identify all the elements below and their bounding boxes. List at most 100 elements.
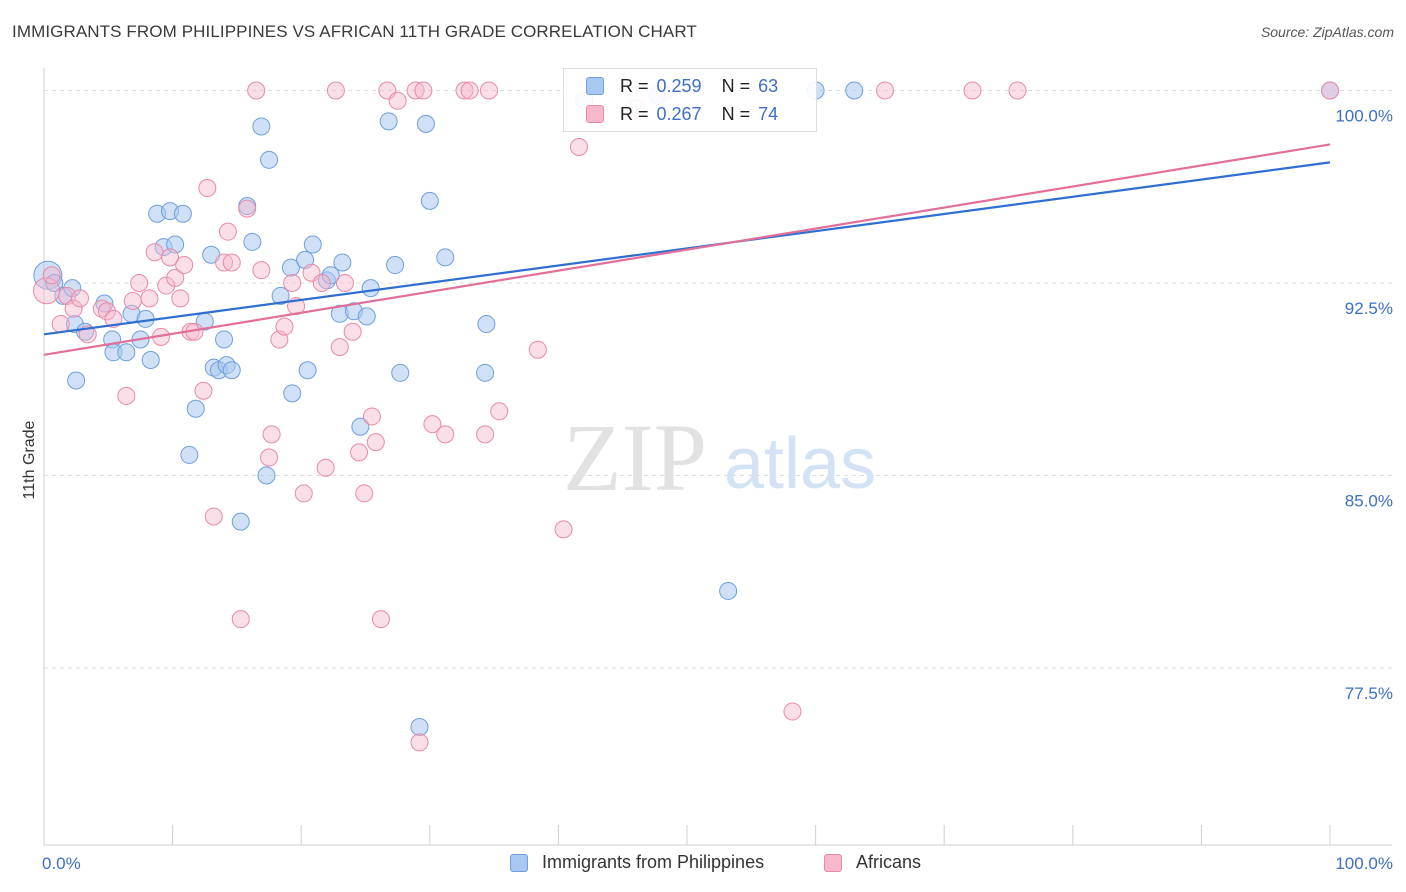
africans-point [92, 299, 111, 318]
chart-source: Source: ZipAtlas.com [1260, 24, 1394, 40]
africans-point [316, 458, 335, 477]
africans-point [175, 256, 194, 275]
philippines-point [186, 399, 205, 418]
legend-n-label: N = [721, 103, 751, 124]
watermark-atlas: atlas [724, 424, 876, 504]
africans-point [455, 81, 474, 100]
africans-point [283, 273, 302, 292]
philippines-point [252, 117, 271, 136]
africans-point [876, 81, 895, 100]
africans-point [218, 222, 237, 241]
africans-point [215, 253, 234, 272]
legend-swatch-pink [824, 853, 842, 872]
y-tick-label: 77.5% [1345, 684, 1393, 703]
philippines-point [243, 232, 262, 251]
legend-swatch-pink [586, 105, 604, 123]
africans-point [161, 248, 180, 267]
philippines-point [436, 248, 455, 267]
philippines-point [477, 315, 496, 334]
x-tick-label: 100.0% [1335, 854, 1393, 873]
africans-point [145, 243, 164, 262]
axes [43, 68, 1392, 846]
y-tick-label: 100.0% [1335, 107, 1393, 126]
legend-n-value: 63 [758, 75, 779, 96]
watermark-zip: ZIP [563, 404, 707, 511]
series-legend: Immigrants from Philippines Africans [0, 852, 1406, 878]
africans-point [569, 137, 588, 156]
watermark: ZIP atlas [563, 404, 876, 511]
y-tick-label: 85.0% [1345, 491, 1393, 510]
africans-point [355, 484, 374, 503]
legend-item-philippines[interactable]: Immigrants from Philippines [510, 852, 764, 873]
africans-point [98, 302, 117, 321]
philippines-point [476, 363, 495, 382]
legend-r-label: R = [620, 103, 649, 124]
philippines-point [180, 445, 199, 464]
africans-point [42, 266, 61, 285]
philippines-point [281, 258, 300, 277]
philippines-point [173, 204, 192, 223]
africans-point [140, 289, 159, 308]
philippines-point [215, 330, 234, 349]
philippines-point [271, 286, 290, 305]
legend-r-value: 0.267 [656, 103, 702, 124]
grid-lines [44, 90, 1392, 669]
africans-point [252, 261, 271, 280]
africans-point [335, 273, 354, 292]
africans-point [238, 199, 257, 218]
legend-r-label: R = [620, 75, 649, 96]
philippines-point [222, 361, 241, 380]
legend-n-value: 74 [758, 103, 779, 124]
philippines-point [67, 371, 86, 390]
africans-point [117, 386, 136, 405]
africans-point [350, 443, 369, 462]
philippines-point [141, 350, 160, 369]
correlation-legend: R = 0.259 N = 63 R = 0.267 N = 74 [563, 68, 817, 132]
philippines-point [416, 114, 435, 133]
africans-point [194, 381, 213, 400]
y-axis-label: 11th Grade [21, 420, 38, 499]
legend-row-africans: R = 0.267 N = 74 [586, 101, 798, 127]
africans-point [366, 433, 385, 452]
philippines-point [260, 150, 279, 169]
africans-point [528, 340, 547, 359]
philippines-point [719, 581, 738, 600]
africans-point [231, 610, 250, 629]
africans-point [166, 268, 185, 287]
africans-point [130, 273, 149, 292]
africans-point [262, 425, 281, 444]
africans-point [157, 276, 176, 295]
africans-point [204, 507, 223, 526]
philippines-point [357, 307, 376, 326]
africans-point [554, 520, 573, 539]
philippines-point [117, 343, 136, 362]
africans-point [326, 81, 345, 100]
africans-point [963, 81, 982, 100]
africans-point [1008, 81, 1027, 100]
philippines-point [386, 256, 405, 275]
philippines-point [303, 235, 322, 254]
philippines-point [321, 266, 340, 285]
africans-point [198, 179, 217, 198]
philippines-point [351, 417, 370, 436]
africans-point [406, 81, 425, 100]
legend-n-label: N = [721, 75, 751, 96]
africans-point [51, 315, 70, 334]
philippines-point [257, 466, 276, 485]
africans-point [479, 81, 498, 100]
y-tick-label: 92.5% [1345, 299, 1393, 318]
africans-point [476, 425, 495, 444]
africans-point [371, 610, 390, 629]
trend-lines [43, 143, 1331, 356]
philippines-point [333, 253, 352, 272]
africans-point [388, 91, 407, 110]
chart-title: IMMIGRANTS FROM PHILIPPINES VS AFRICAN 1… [12, 22, 697, 41]
africans-point [330, 338, 349, 357]
legend-item-africans[interactable]: Africans [824, 852, 921, 873]
philippines-point [391, 363, 410, 382]
africans-trend-line [43, 143, 1331, 356]
africans-point [123, 291, 142, 310]
africans-point [71, 289, 90, 308]
legend-swatch-blue [510, 853, 528, 872]
africans-point [312, 273, 331, 292]
